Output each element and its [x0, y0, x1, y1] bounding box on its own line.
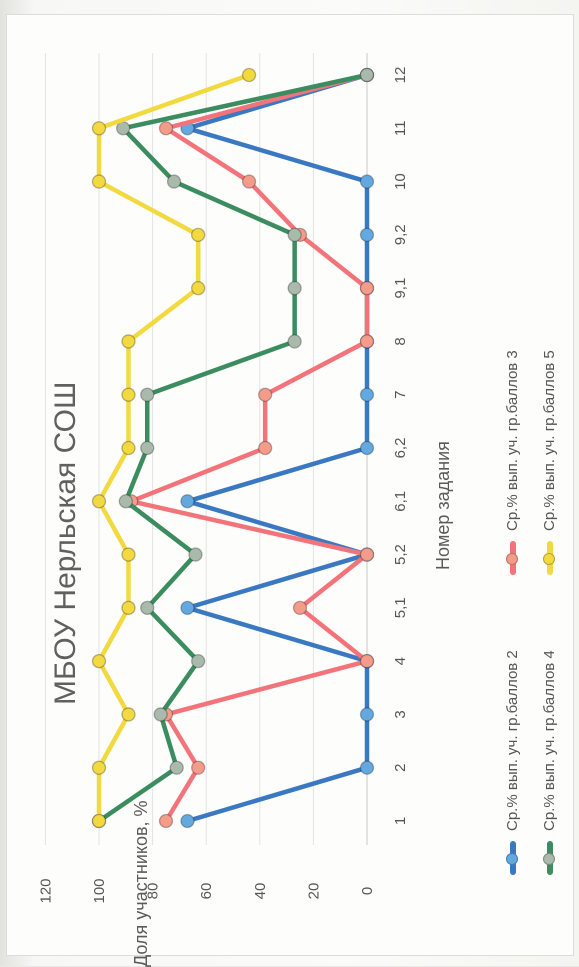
- data-point: [180, 813, 195, 829]
- data-point: [153, 707, 168, 722]
- data-point: [287, 334, 302, 349]
- data-point: [91, 174, 107, 189]
- x-tick-label: 10: [392, 173, 409, 190]
- data-point: [121, 600, 136, 616]
- x-tick-label: 9,1: [392, 278, 409, 299]
- data-point: [258, 387, 273, 402]
- data-point: [91, 813, 107, 829]
- x-tick-label: 9,2: [392, 224, 409, 245]
- data-point: [121, 387, 136, 402]
- data-point: [91, 760, 107, 775]
- y-tick-label: 20: [305, 883, 322, 900]
- y-axis-title: Доля участников, %: [131, 800, 151, 967]
- data-point: [91, 653, 107, 669]
- data-point: [191, 760, 206, 775]
- y-tick-label: 0: [359, 887, 376, 895]
- series-line: [96, 72, 370, 824]
- legend-swatch-icon: [505, 541, 518, 575]
- data-point: [115, 121, 131, 136]
- data-point: [359, 707, 375, 722]
- data-point: [180, 600, 195, 616]
- x-tick-label: 1: [392, 817, 409, 825]
- data-point: [118, 494, 133, 509]
- data-point: [158, 121, 174, 136]
- data-point: [292, 600, 308, 616]
- legend-item-series-1[interactable]: Ср.% вып. уч. гр.баллов 2: [504, 650, 521, 875]
- legend-label: Ср.% вып. уч. гр.баллов 2: [504, 650, 521, 831]
- legend-item-series-3[interactable]: Ср.% вып. уч. гр.баллов 4: [541, 650, 558, 875]
- data-point: [359, 760, 375, 775]
- data-point: [287, 280, 302, 296]
- data-point: [140, 440, 155, 456]
- y-tick-label: 100: [91, 878, 108, 903]
- y-tick-label: 120: [37, 878, 54, 903]
- line-chart: 02040608010012012345,15,26,16,2789,19,21…: [37, 53, 409, 904]
- data-point: [241, 174, 257, 189]
- x-tick-label: 7: [392, 391, 409, 399]
- data-point: [140, 387, 155, 402]
- data-point: [158, 813, 174, 829]
- data-point: [191, 280, 206, 296]
- data-point: [91, 121, 107, 136]
- series-line: [185, 72, 370, 824]
- data-point: [188, 547, 203, 562]
- data-point: [140, 600, 155, 616]
- data-point: [121, 707, 136, 722]
- data-point: [258, 440, 273, 456]
- x-tick-label: 6,1: [392, 491, 409, 512]
- data-point: [180, 494, 195, 509]
- data-point: [169, 760, 184, 775]
- y-tick-label: 60: [198, 883, 215, 900]
- data-point: [359, 174, 375, 189]
- data-point: [359, 387, 375, 402]
- data-point: [191, 227, 206, 243]
- data-point: [91, 494, 107, 509]
- legend-swatch-icon: [505, 841, 518, 875]
- x-tick-label: 2: [392, 764, 409, 772]
- y-tick-label: 40: [252, 883, 269, 900]
- data-point: [121, 547, 136, 562]
- x-tick-label: 8: [392, 337, 409, 345]
- chart-area: 0 20 40 60 80 100 120 1 2 3 4 5,1 5,2 6,1 6,2 7 8 9,1 9,2 1…: [6, 14, 574, 967]
- data-point: [359, 547, 375, 562]
- x-axis-title: Номер задания: [433, 441, 453, 570]
- data-point: [287, 227, 302, 243]
- legend-label: Ср.% вып. уч. гр.баллов 4: [541, 650, 558, 831]
- data-point: [121, 440, 136, 456]
- data-point: [121, 334, 136, 349]
- x-tick-label: 4: [392, 657, 409, 665]
- legend-label: Ср.% вып. уч. гр.баллов 5: [541, 350, 558, 531]
- x-tick-label: 5,2: [392, 544, 409, 565]
- data-point: [191, 653, 206, 669]
- legend-swatch-icon: [542, 541, 555, 575]
- data-point: [359, 67, 375, 83]
- data-point: [359, 227, 375, 243]
- legend-swatch-icon: [542, 841, 555, 875]
- x-tick-label: 5,1: [392, 597, 409, 618]
- legend-label: Ср.% вып. уч. гр.баллов 3: [504, 350, 521, 531]
- data-point: [359, 653, 375, 669]
- legend-item-series-4[interactable]: Ср.% вып. уч. гр.баллов 5: [541, 350, 558, 575]
- data-point: [359, 440, 375, 456]
- data-point: [166, 174, 182, 189]
- chart-title: МБОУ Нерльская СОШ: [49, 381, 82, 705]
- data-point: [359, 334, 375, 349]
- legend-item-series-2[interactable]: Ср.% вып. уч. гр.баллов 3: [504, 350, 521, 575]
- y-tick-label: 80: [145, 883, 162, 900]
- x-tick-label: 12: [392, 67, 409, 84]
- x-tick-label: 3: [392, 710, 409, 718]
- x-tick-label: 11: [392, 120, 409, 136]
- data-point: [241, 67, 257, 83]
- x-tick-label: 6,2: [392, 438, 409, 459]
- data-point: [359, 280, 375, 296]
